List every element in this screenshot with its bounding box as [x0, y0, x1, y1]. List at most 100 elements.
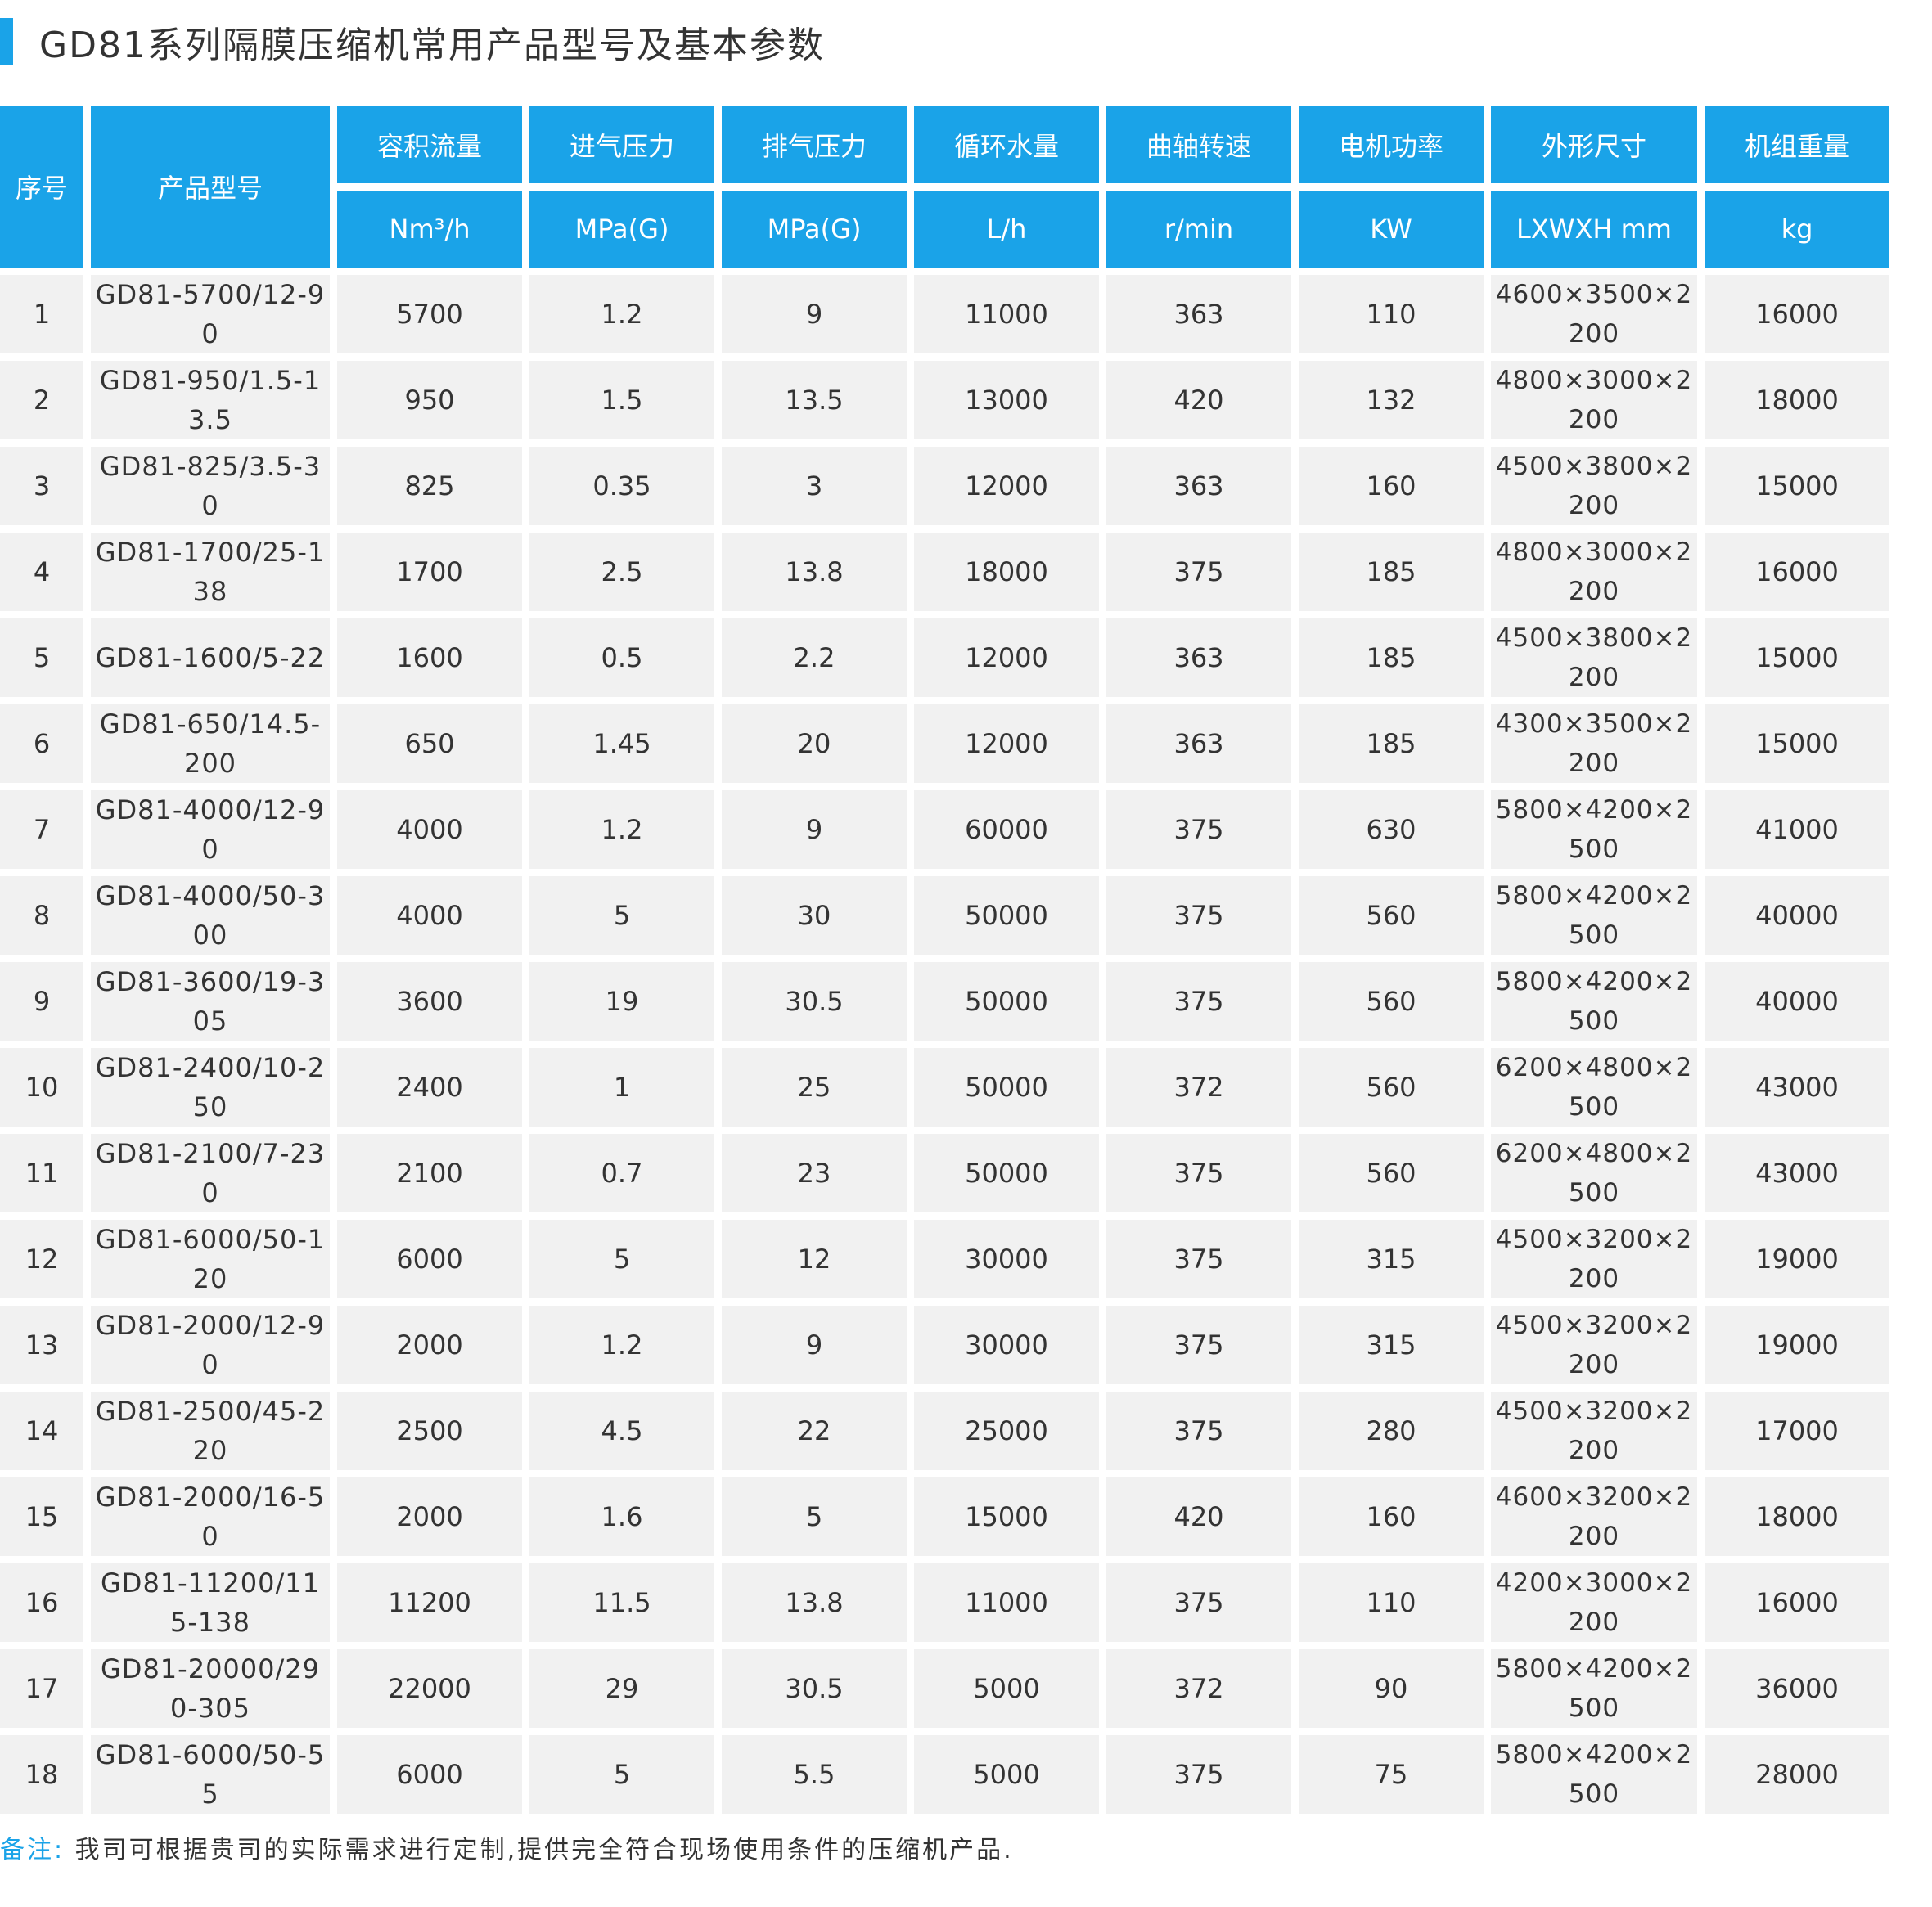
cell-model: GD81-3600/19-305	[91, 962, 330, 1041]
table-row: 3 GD81-825/3.5-30 825 0.35 3 12000 363 160 4500×…	[0, 447, 1889, 525]
header-outlet-unit: MPa(G)	[722, 191, 907, 268]
cell-flow: 2100	[337, 1134, 522, 1212]
cell-inlet: 11.5	[529, 1563, 714, 1642]
cell-outlet: 30.5	[722, 1649, 907, 1728]
cell-seq: 8	[0, 876, 83, 955]
header-speed: 曲轴转速	[1106, 106, 1291, 183]
cell-speed: 375	[1106, 962, 1291, 1041]
cell-size: 5800×4200×2500	[1491, 1649, 1697, 1728]
cell-weight: 18000	[1705, 361, 1889, 439]
cell-power: 110	[1299, 1563, 1484, 1642]
cell-size: 4300×3500×2200	[1491, 704, 1697, 783]
cell-power: 280	[1299, 1392, 1484, 1470]
cell-model: GD81-2400/10-250	[91, 1048, 330, 1127]
cell-flow: 2500	[337, 1392, 522, 1470]
cell-inlet: 5	[529, 876, 714, 955]
cell-outlet: 5	[722, 1477, 907, 1556]
cell-inlet: 5	[529, 1735, 714, 1814]
cell-inlet: 1.2	[529, 1306, 714, 1384]
cell-seq: 11	[0, 1134, 83, 1212]
cell-size: 4800×3000×2200	[1491, 533, 1697, 611]
cell-speed: 375	[1106, 1563, 1291, 1642]
cell-speed: 372	[1106, 1048, 1291, 1127]
cell-inlet: 1.5	[529, 361, 714, 439]
cell-water: 11000	[914, 1563, 1099, 1642]
cell-size: 5800×4200×2500	[1491, 790, 1697, 869]
cell-outlet: 25	[722, 1048, 907, 1127]
cell-weight: 15000	[1705, 447, 1889, 525]
table-body: 1 GD81-5700/12-90 5700 1.2 9 11000 363 110 4600×…	[0, 275, 1889, 1814]
cell-model: GD81-6000/50-55	[91, 1735, 330, 1814]
cell-flow: 5700	[337, 275, 522, 353]
cell-speed: 375	[1106, 790, 1291, 869]
cell-water: 50000	[914, 1134, 1099, 1212]
page-title-bar: GD81系列隔膜压缩机常用产品型号及基本参数	[0, 18, 825, 66]
cell-seq: 13	[0, 1306, 83, 1384]
cell-water: 5000	[914, 1649, 1099, 1728]
spec-table: 序号 产品型号 容积流量 进气压力 排气压力 循环水量 曲轴转速 电机功率 外形…	[0, 98, 1897, 1821]
cell-model: GD81-2000/16-50	[91, 1477, 330, 1556]
cell-inlet: 19	[529, 962, 714, 1041]
cell-flow: 3600	[337, 962, 522, 1041]
cell-water: 5000	[914, 1735, 1099, 1814]
cell-speed: 420	[1106, 1477, 1291, 1556]
cell-speed: 363	[1106, 275, 1291, 353]
cell-outlet: 13.5	[722, 361, 907, 439]
cell-water: 12000	[914, 704, 1099, 783]
header-water: 循环水量	[914, 106, 1099, 183]
cell-model: GD81-950/1.5-13.5	[91, 361, 330, 439]
cell-flow: 825	[337, 447, 522, 525]
cell-power: 75	[1299, 1735, 1484, 1814]
cell-inlet: 1.2	[529, 790, 714, 869]
table-row: 7 GD81-4000/12-90 4000 1.2 9 60000 375 630 5800×…	[0, 790, 1889, 869]
cell-inlet: 0.35	[529, 447, 714, 525]
cell-power: 160	[1299, 1477, 1484, 1556]
cell-outlet: 30.5	[722, 962, 907, 1041]
cell-speed: 375	[1106, 1220, 1291, 1298]
table-header: 序号 产品型号 容积流量 进气压力 排气压力 循环水量 曲轴转速 电机功率 外形…	[0, 106, 1889, 268]
cell-inlet: 1.2	[529, 275, 714, 353]
table-row: 15 GD81-2000/16-50 2000 1.6 5 15000 420 160 4600…	[0, 1477, 1889, 1556]
table-row: 1 GD81-5700/12-90 5700 1.2 9 11000 363 110 4600×…	[0, 275, 1889, 353]
cell-flow: 6000	[337, 1220, 522, 1298]
cell-inlet: 5	[529, 1220, 714, 1298]
cell-size: 4500×3200×2200	[1491, 1306, 1697, 1384]
cell-speed: 375	[1106, 533, 1291, 611]
cell-weight: 16000	[1705, 1563, 1889, 1642]
cell-power: 560	[1299, 876, 1484, 955]
cell-outlet: 9	[722, 275, 907, 353]
table-row: 6 GD81-650/14.5-200 650 1.45 20 12000 363 185 43…	[0, 704, 1889, 783]
cell-model: GD81-4000/50-300	[91, 876, 330, 955]
cell-flow: 11200	[337, 1563, 522, 1642]
cell-inlet: 2.5	[529, 533, 714, 611]
cell-flow: 2000	[337, 1477, 522, 1556]
cell-size: 4600×3200×2200	[1491, 1477, 1697, 1556]
table-row: 4 GD81-1700/25-138 1700 2.5 13.8 18000 375 185 4…	[0, 533, 1889, 611]
cell-weight: 43000	[1705, 1134, 1889, 1212]
cell-model: GD81-2000/12-90	[91, 1306, 330, 1384]
cell-outlet: 5.5	[722, 1735, 907, 1814]
cell-outlet: 13.8	[722, 1563, 907, 1642]
cell-weight: 15000	[1705, 618, 1889, 697]
cell-flow: 22000	[337, 1649, 522, 1728]
table-row: 12 GD81-6000/50-120 6000 5 12 30000 375 315 4500…	[0, 1220, 1889, 1298]
header-power-unit: KW	[1299, 191, 1484, 268]
cell-speed: 372	[1106, 1649, 1291, 1728]
cell-power: 185	[1299, 704, 1484, 783]
cell-seq: 15	[0, 1477, 83, 1556]
table-row: 17 GD81-20000/290-305 22000 29 30.5 5000 372 90…	[0, 1649, 1889, 1728]
table-row: 16 GD81-11200/115-138 11200 11.5 13.8 11000 37…	[0, 1563, 1889, 1642]
cell-seq: 16	[0, 1563, 83, 1642]
cell-power: 560	[1299, 1048, 1484, 1127]
cell-outlet: 22	[722, 1392, 907, 1470]
cell-power: 132	[1299, 361, 1484, 439]
table-row: 14 GD81-2500/45-220 2500 4.5 22 25000 375 280 45…	[0, 1392, 1889, 1470]
cell-model: GD81-2500/45-220	[91, 1392, 330, 1470]
cell-outlet: 13.8	[722, 533, 907, 611]
cell-size: 4200×3000×2200	[1491, 1563, 1697, 1642]
cell-speed: 375	[1106, 1735, 1291, 1814]
cell-weight: 19000	[1705, 1220, 1889, 1298]
cell-weight: 17000	[1705, 1392, 1889, 1470]
cell-water: 12000	[914, 618, 1099, 697]
cell-power: 160	[1299, 447, 1484, 525]
